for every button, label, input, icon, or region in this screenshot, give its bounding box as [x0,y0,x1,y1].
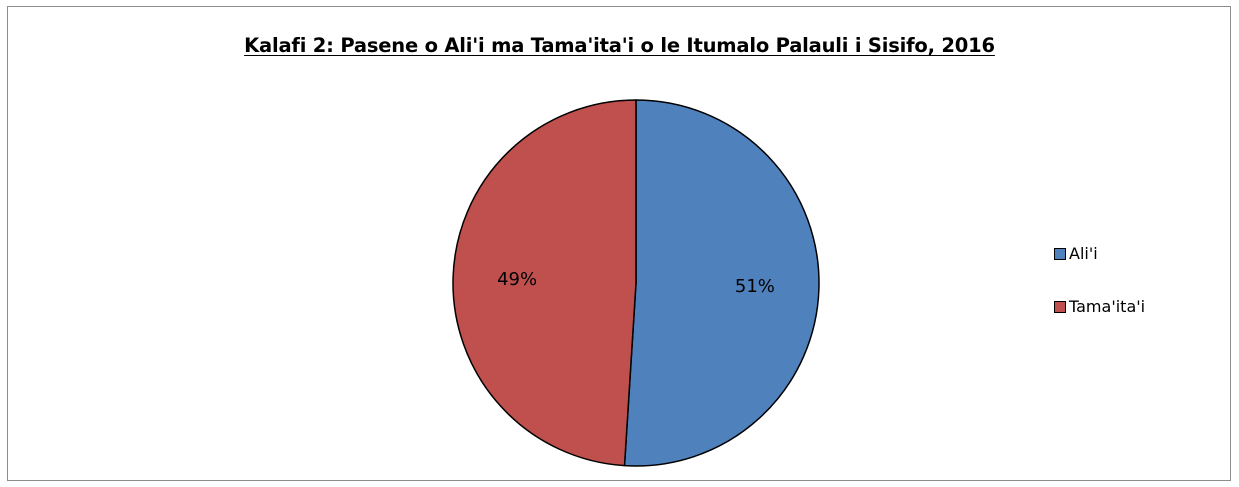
legend-label-tamaitai: Tama'ita'i [1069,296,1146,316]
legend-swatch-alii [1054,247,1066,260]
pie-slice-0 [623,99,820,467]
legend: Ali'i Tama'ita'i [1054,244,1145,350]
legend-item-tamaitai: Tama'ita'i [1054,296,1146,316]
legend-item-alii: Ali'i [1054,243,1145,263]
chart-title: Kalafi 2: Pasene o Ali'i ma Tama'ita'i o… [244,34,995,57]
slice-label-0: 51% [735,276,775,297]
slice-label-1: 49% [497,269,537,290]
pie-slice-1 [452,99,637,467]
legend-label-alii: Ali'i [1069,243,1098,263]
legend-swatch-tamaitai [1054,300,1066,313]
